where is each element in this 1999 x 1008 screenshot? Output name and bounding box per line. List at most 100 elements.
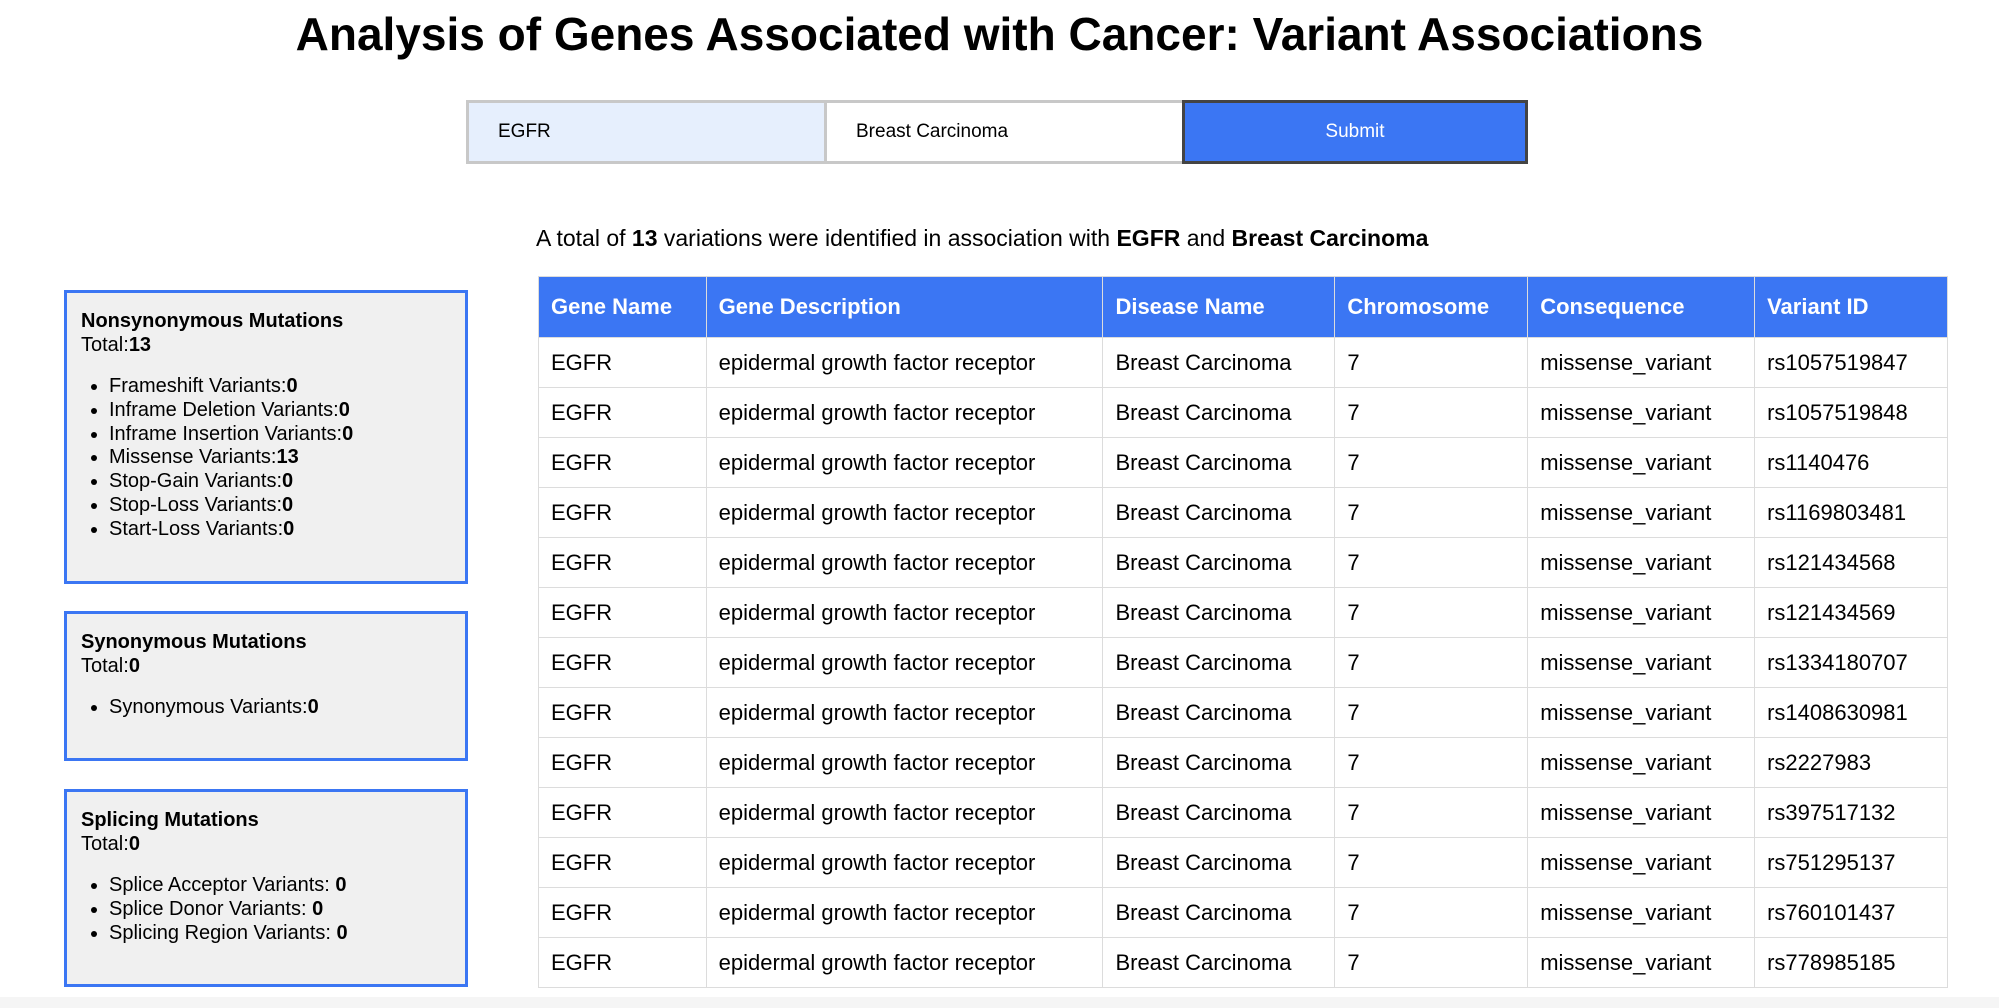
variant-id-cell: rs1334180707 <box>1754 637 1948 688</box>
column-header-gene-name[interactable]: Gene Name <box>538 276 707 338</box>
item-value: 0 <box>283 517 295 540</box>
item-value: 0 <box>336 921 348 944</box>
panel-title: Splicing Mutations <box>81 809 259 831</box>
column-header-disease-name[interactable]: Disease Name <box>1102 276 1336 338</box>
nonsynonymous-panel: Nonsynonymous Mutations Total:13 Framesh… <box>64 290 468 584</box>
consequence-cell: missense_variant <box>1527 387 1756 438</box>
consequence-cell: missense_variant <box>1527 487 1756 538</box>
gene-description-cell: epidermal growth factor receptor <box>705 387 1104 438</box>
table-row: EGFR epidermal growth factor receptor Brea… <box>538 737 1948 788</box>
chromosome-cell: 7 <box>1334 837 1529 888</box>
summary-count: 13 <box>631 225 658 251</box>
column-header-gene-description[interactable]: Gene Description <box>705 276 1104 338</box>
table-row: EGFR epidermal growth factor receptor Brea… <box>538 937 1948 988</box>
chromosome-cell: 7 <box>1334 637 1529 688</box>
item-label: Splice Acceptor Variants: <box>109 874 336 896</box>
gene-description-cell: epidermal growth factor receptor <box>705 637 1104 688</box>
submit-button[interactable]: Submit <box>1182 100 1528 164</box>
consequence-cell: missense_variant <box>1527 437 1756 488</box>
disease-name-cell: Breast Carcinoma <box>1102 487 1336 538</box>
total-label: Total: <box>81 655 129 677</box>
chromosome-cell: 7 <box>1334 887 1529 938</box>
variant-count-list: Synonymous Variants:0 <box>81 696 465 720</box>
consequence-cell: missense_variant <box>1527 587 1756 638</box>
panel-total: Total:0 <box>81 654 465 678</box>
disease-name-cell: Breast Carcinoma <box>1102 537 1336 588</box>
consequence-cell: missense_variant <box>1527 537 1756 588</box>
column-header-consequence[interactable]: Consequence <box>1527 276 1756 338</box>
panel-title: Synonymous Mutations <box>81 631 307 653</box>
variant-id-cell: rs397517132 <box>1754 787 1948 838</box>
item-label: Stop-Gain Variants: <box>109 470 283 493</box>
gene-description-cell: epidermal growth factor receptor <box>705 487 1104 538</box>
table-row: EGFR epidermal growth factor receptor Brea… <box>538 337 1948 388</box>
chromosome-cell: 7 <box>1334 487 1529 538</box>
page-footer-strip <box>0 997 1999 1008</box>
table-body: EGFR epidermal growth factor receptor Brea… <box>538 337 1948 988</box>
gene-name-cell: EGFR <box>538 537 707 588</box>
chromosome-cell: 7 <box>1334 437 1529 488</box>
gene-name-cell: EGFR <box>538 587 707 638</box>
variant-id-cell: rs121434569 <box>1754 587 1948 638</box>
disease-name-cell: Breast Carcinoma <box>1102 587 1336 638</box>
variant-count-list: Splice Acceptor Variants: 0 Splice Donor… <box>81 874 465 945</box>
gene-name-cell: EGFR <box>538 737 707 788</box>
item-label: Frameshift Variants: <box>109 375 287 397</box>
disease-name-cell: Breast Carcinoma <box>1102 687 1336 738</box>
total-value: 0 <box>128 655 140 677</box>
list-item: Inframe Deletion Variants:0 <box>109 399 465 423</box>
item-value: 0 <box>312 897 324 920</box>
chromosome-cell: 7 <box>1334 537 1529 588</box>
chromosome-cell: 7 <box>1334 387 1529 438</box>
chromosome-cell: 7 <box>1334 587 1529 638</box>
item-label: Start-Loss Variants: <box>109 517 284 540</box>
list-item: Stop-Gain Variants:0 <box>109 470 465 494</box>
consequence-cell: missense_variant <box>1527 887 1756 938</box>
item-value: 0 <box>307 696 319 718</box>
table-row: EGFR epidermal growth factor receptor Brea… <box>538 587 1948 638</box>
list-item: Stop-Loss Variants:0 <box>109 494 465 518</box>
variant-id-cell: rs751295137 <box>1754 837 1948 888</box>
table-header-row: Gene Name Gene Description Disease Name … <box>538 276 1948 338</box>
consequence-cell: missense_variant <box>1527 837 1756 888</box>
item-label: Splicing Region Variants: <box>109 921 337 944</box>
gene-description-cell: epidermal growth factor receptor <box>705 337 1104 388</box>
panel-title: Nonsynonymous Mutations <box>81 310 344 332</box>
list-item: Splice Acceptor Variants: 0 <box>109 874 465 898</box>
gene-name-cell: EGFR <box>538 887 707 938</box>
list-item: Splicing Region Variants: 0 <box>109 922 465 946</box>
chromosome-cell: 7 <box>1334 337 1529 388</box>
gene-description-cell: epidermal growth factor receptor <box>705 737 1104 788</box>
total-label: Total: <box>81 334 129 356</box>
gene-name-cell: EGFR <box>538 637 707 688</box>
gene-description-cell: epidermal growth factor receptor <box>705 437 1104 488</box>
table-row: EGFR epidermal growth factor receptor Brea… <box>538 387 1948 438</box>
item-value: 0 <box>338 398 350 421</box>
item-label: Inframe Insertion Variants: <box>109 422 343 445</box>
column-header-chromosome[interactable]: Chromosome <box>1334 276 1529 338</box>
gene-name-cell: EGFR <box>538 937 707 988</box>
list-item: Synonymous Variants:0 <box>109 696 465 720</box>
disease-input[interactable] <box>824 100 1201 164</box>
table-row: EGFR epidermal growth factor receptor Brea… <box>538 837 1948 888</box>
gene-name-cell: EGFR <box>538 687 707 738</box>
list-item: Start-Loss Variants:0 <box>109 518 465 542</box>
gene-description-cell: epidermal growth factor receptor <box>705 837 1104 888</box>
chromosome-cell: 7 <box>1334 787 1529 838</box>
gene-input[interactable] <box>466 100 843 164</box>
disease-name-cell: Breast Carcinoma <box>1102 837 1336 888</box>
chromosome-cell: 7 <box>1334 937 1529 988</box>
synonymous-panel: Synonymous Mutations Total:0 Synonymous … <box>64 611 468 761</box>
summary-disease: Breast Carcinoma <box>1231 225 1429 251</box>
variant-id-cell: rs1057519848 <box>1754 387 1948 438</box>
consequence-cell: missense_variant <box>1527 737 1756 788</box>
consequence-cell: missense_variant <box>1527 337 1756 388</box>
page-title: Analysis of Genes Associated with Cancer… <box>295 8 1704 60</box>
variant-id-cell: rs760101437 <box>1754 887 1948 938</box>
table-row: EGFR epidermal growth factor receptor Brea… <box>538 487 1948 538</box>
list-item: Splice Donor Variants: 0 <box>109 898 465 922</box>
table-row: EGFR epidermal growth factor receptor Brea… <box>538 537 1948 588</box>
disease-name-cell: Breast Carcinoma <box>1102 637 1336 688</box>
panel-total: Total:0 <box>81 832 465 856</box>
column-header-variant-id[interactable]: Variant ID <box>1754 276 1948 338</box>
